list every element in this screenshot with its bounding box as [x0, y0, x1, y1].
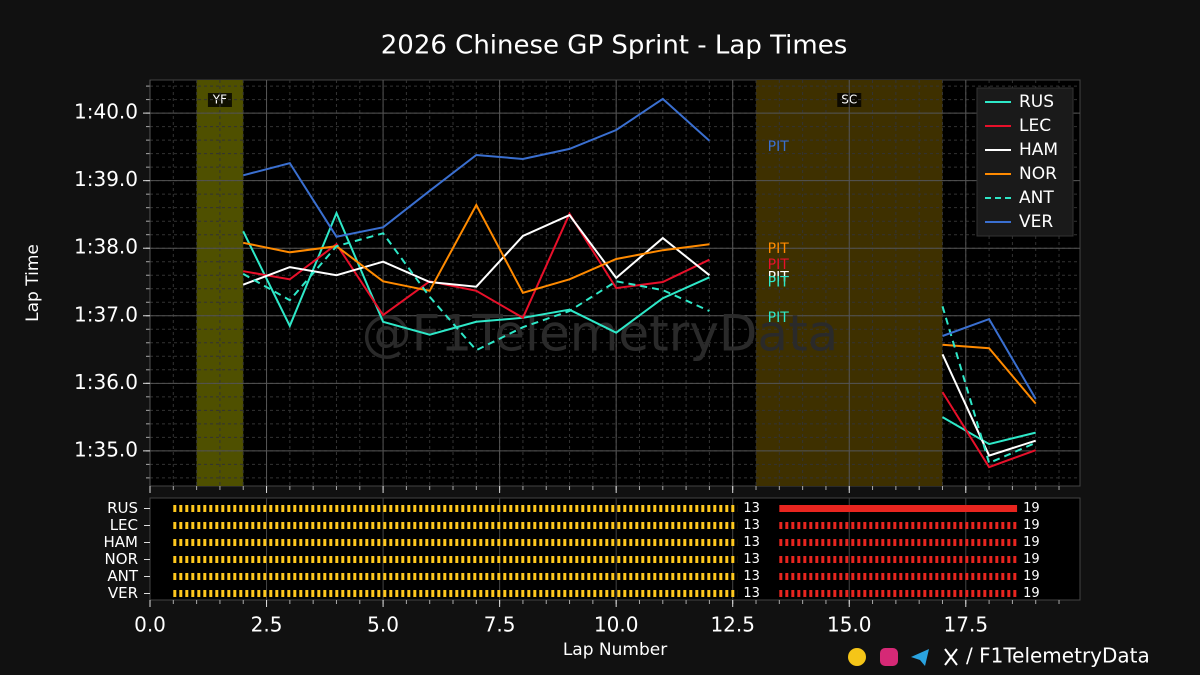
stint-driver-label: VER [108, 584, 138, 602]
footer-icons [848, 648, 958, 666]
x-tick-label: 0.0 [134, 613, 166, 637]
stint-end-label: 13 [743, 552, 760, 567]
legend-box [976, 87, 1074, 237]
stint-end-label: 13 [743, 586, 760, 601]
series-line [243, 211, 1037, 469]
stint-plot-area [149, 497, 1081, 601]
series-line [242, 210, 1036, 446]
stint-end-label: 19 [1023, 586, 1040, 601]
x-axis-label: Lap Number [563, 640, 667, 660]
x-tick-label: 5.0 [367, 613, 399, 637]
legend-label: ANT [1019, 188, 1054, 208]
annotation: PIT [768, 257, 790, 273]
series-line [242, 213, 1037, 457]
legend-label: LEC [1019, 116, 1051, 136]
y-tick-label: 1:35.0 [74, 437, 138, 461]
stint-driver-label: ANT [107, 567, 138, 585]
stint-driver-label: LEC [110, 516, 138, 534]
y-tick-label: 1:39.0 [74, 167, 138, 191]
y-tick-label: 1:36.0 [74, 370, 138, 394]
stint-driver-label: HAM [104, 533, 138, 551]
x-tick-label: 10.0 [594, 613, 639, 637]
underlay: YFSC [146, 80, 1080, 604]
icon [911, 649, 929, 666]
stint-end-label: 19 [1023, 518, 1040, 533]
stint-end-label: 13 [743, 569, 760, 584]
legend-label: RUS [1019, 92, 1054, 112]
legend-label: NOR [1019, 164, 1057, 184]
y-tick-label: 1:38.0 [74, 235, 138, 259]
x-tick-label: 12.5 [710, 613, 755, 637]
x-tick-label: 15.0 [827, 613, 872, 637]
stint-end-label: 13 [743, 535, 760, 550]
stint-driver-label: NOR [105, 550, 138, 568]
icon [944, 648, 958, 666]
series-line [243, 202, 1037, 405]
y-tick-label: 1:40.0 [74, 100, 138, 124]
x-tick-label: 7.5 [484, 613, 516, 637]
annotation: PIT [768, 241, 790, 257]
stint-end-label: 19 [1023, 501, 1040, 516]
legend-label: HAM [1019, 140, 1058, 160]
x-tick-label: 2.5 [251, 613, 283, 637]
stint-end-label: 13 [743, 501, 760, 516]
stint-end-label: 13 [743, 518, 760, 533]
y-tick-label: 1:37.0 [74, 302, 138, 326]
stint-end-label: 19 [1023, 552, 1040, 567]
series-line [242, 232, 1037, 465]
annotation: PIT [768, 275, 790, 291]
icon [880, 648, 898, 666]
annotation: PIT [768, 269, 790, 285]
stint-end-label: 19 [1023, 569, 1040, 584]
chart-title: 2026 Chinese GP Sprint - Lap Times [381, 31, 848, 61]
y-axis-label: Lap Time [23, 244, 43, 322]
series-line [242, 97, 1037, 400]
watermark: @F1TelemetryData [362, 305, 839, 363]
stint-driver-label: RUS [107, 499, 138, 517]
icon [848, 648, 866, 666]
stint-end-label: 19 [1023, 535, 1040, 550]
footer-handle: / F1TelemetryData [966, 644, 1150, 668]
annotation: PIT [768, 310, 790, 326]
x-tick-label: 17.5 [944, 613, 989, 637]
legend-label: VER [1019, 212, 1053, 232]
annotation: PIT [768, 139, 790, 155]
